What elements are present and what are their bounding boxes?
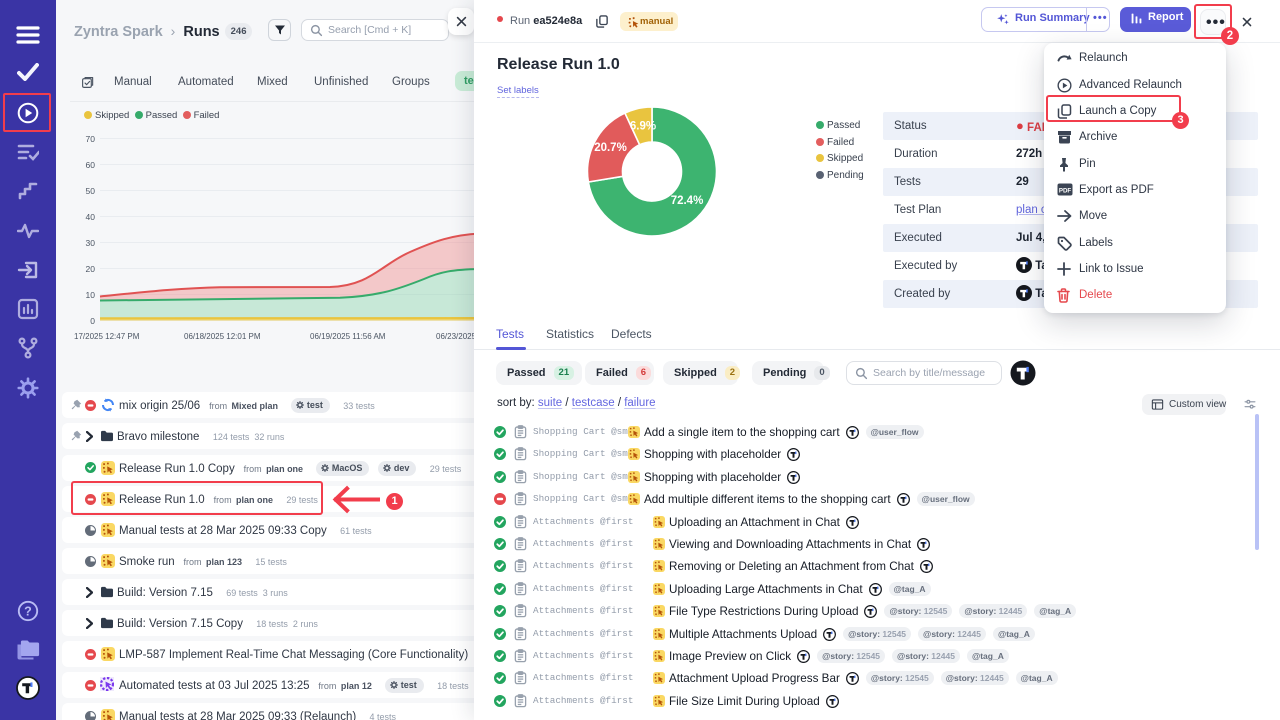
- svg-text:?: ?: [24, 604, 32, 618]
- svg-text:20: 20: [86, 264, 96, 274]
- svg-text:10: 10: [86, 290, 96, 300]
- svg-text:72.4%: 72.4%: [671, 195, 704, 207]
- svg-text:40: 40: [86, 212, 96, 222]
- svg-text:20.7%: 20.7%: [594, 142, 627, 154]
- svg-text:60: 60: [86, 160, 96, 170]
- svg-text:70: 70: [86, 134, 96, 144]
- svg-text:0: 0: [90, 316, 95, 326]
- svg-text:PDF: PDF: [1059, 187, 1072, 194]
- svg-text:30: 30: [86, 238, 96, 248]
- svg-text:6.9%: 6.9%: [630, 121, 656, 133]
- svg-text:50: 50: [86, 186, 96, 196]
